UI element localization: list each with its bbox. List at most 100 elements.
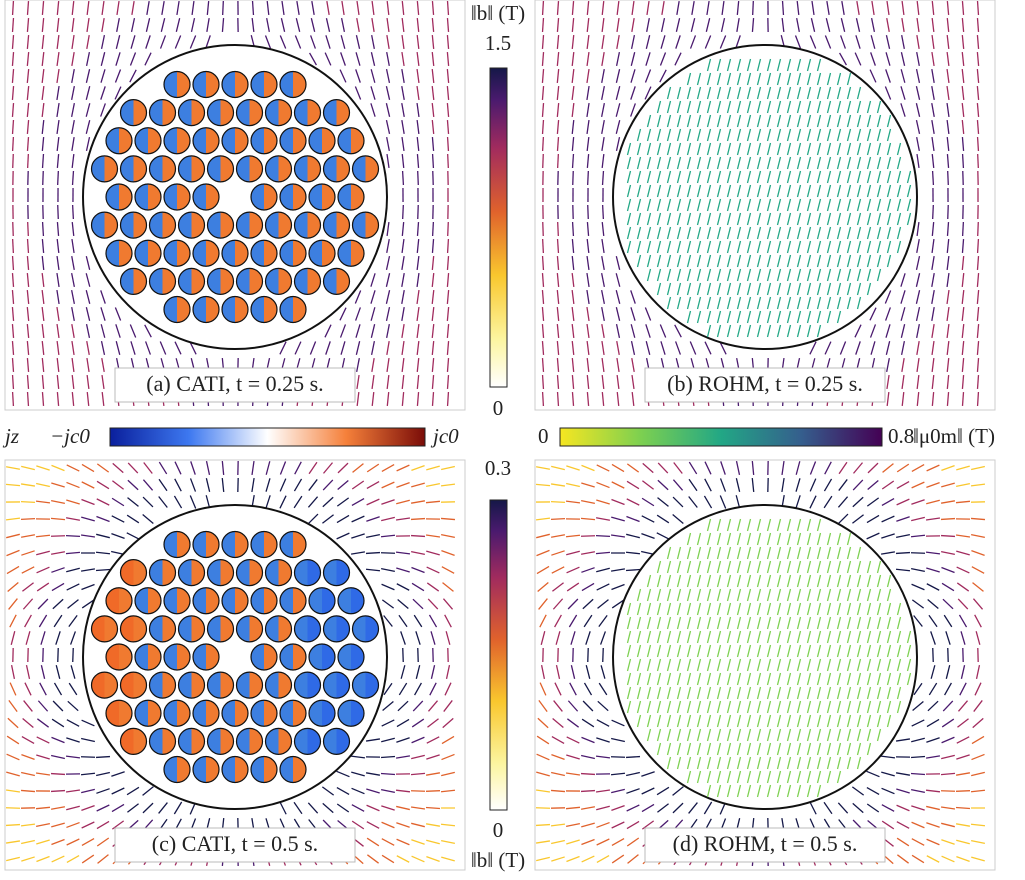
magnetization-arrow	[646, 574, 652, 588]
field-arrow	[566, 482, 580, 488]
magnetization-arrow	[716, 128, 722, 142]
magnetization-arrow	[706, 546, 712, 560]
magnetization-arrow	[856, 672, 862, 686]
field-arrow	[295, 18, 301, 32]
field-arrow	[855, 18, 861, 32]
field-arrow	[615, 103, 621, 117]
magnetization-arrow	[756, 784, 762, 798]
field-arrow	[971, 735, 985, 745]
magnetization-arrow	[726, 296, 732, 310]
filament	[207, 99, 221, 126]
field-arrow	[36, 482, 50, 488]
filament-outline	[206, 671, 235, 699]
magnetization-arrow	[746, 142, 752, 156]
magnetization-arrow	[656, 630, 662, 644]
magnetization-arrow	[656, 170, 662, 184]
filament-outline	[163, 127, 191, 155]
field-arrow	[581, 582, 595, 592]
field-arrow	[976, 136, 980, 152]
field-arrow	[440, 823, 456, 827]
field-arrow	[416, 255, 420, 271]
field-arrow	[365, 568, 381, 572]
magnetization-arrow	[836, 644, 842, 658]
conductor	[612, 44, 918, 350]
field-arrow	[221, 17, 225, 33]
filament	[293, 296, 306, 323]
field-arrow	[536, 753, 550, 761]
field-arrow	[446, 0, 450, 16]
magnetization-arrow	[806, 324, 812, 338]
field-arrow	[601, 374, 605, 390]
magnetization-arrow	[726, 226, 732, 240]
magnetization-arrow	[666, 560, 672, 574]
field-arrow	[974, 682, 982, 696]
magnetization-arrow	[776, 212, 782, 226]
field-arrow	[602, 647, 604, 663]
magnetization-arrow	[786, 184, 792, 198]
field-arrow	[550, 534, 566, 538]
filament	[323, 559, 337, 586]
field-arrow	[551, 771, 565, 777]
magnetization-arrow	[816, 296, 822, 310]
magnetization-arrow	[856, 700, 862, 714]
magnetization-arrow	[786, 268, 792, 282]
field-arrow	[131, 0, 135, 16]
field-arrow	[885, 52, 891, 66]
field-arrow	[26, 255, 30, 271]
magnetization-arrow	[766, 588, 772, 602]
magnetization-arrow	[736, 310, 742, 324]
magnetization-arrow	[786, 156, 792, 170]
field-arrow	[916, 52, 920, 66]
magnetization-arrow	[756, 588, 762, 602]
field-arrow	[781, 460, 785, 476]
field-arrow	[931, 34, 935, 50]
magnetization-arrow	[726, 198, 732, 212]
field-arrow	[40, 665, 46, 679]
magnetization-arrow	[766, 672, 772, 686]
field-arrow	[595, 534, 611, 538]
field-arrow	[551, 839, 565, 845]
field-arrow	[36, 736, 50, 744]
magnetization-arrow	[786, 212, 792, 226]
field-arrow	[630, 341, 636, 355]
field-arrow	[896, 480, 910, 490]
magnetization-arrow	[856, 602, 862, 616]
filament	[249, 672, 263, 699]
field-arrow	[961, 357, 965, 373]
magnetization-arrow	[866, 602, 872, 616]
magnetization-arrow	[846, 282, 852, 296]
magnetization-arrow	[656, 100, 662, 114]
field-arrow	[537, 717, 549, 729]
field-arrow	[395, 789, 411, 793]
magnetization-arrow	[736, 784, 742, 798]
field-arrow	[431, 119, 435, 135]
filament	[193, 587, 206, 614]
field-arrow	[366, 516, 380, 522]
filament	[307, 728, 321, 755]
magnetization-arrow	[636, 142, 642, 156]
field-arrow	[976, 68, 980, 84]
field-arrow	[81, 583, 95, 591]
field-arrow	[51, 754, 65, 760]
field-arrow	[381, 599, 395, 609]
field-arrow	[22, 582, 34, 592]
field-arrow	[446, 34, 450, 50]
field-arrow	[81, 854, 95, 864]
field-arrow	[67, 599, 79, 609]
field-arrow	[37, 700, 49, 712]
field-arrow	[566, 566, 580, 574]
field-arrow	[900, 86, 906, 100]
filament-outline	[206, 267, 235, 295]
magnetization-arrow	[676, 296, 682, 310]
field-arrow	[541, 85, 545, 101]
magnetization-arrow	[716, 728, 722, 742]
filament	[192, 127, 206, 154]
magnetization-arrow	[756, 58, 762, 72]
field-arrow	[11, 119, 15, 135]
magnetization-arrow	[756, 226, 762, 240]
magnetization-arrow	[816, 742, 822, 756]
filament	[307, 268, 321, 295]
magnetization-arrow	[696, 86, 702, 100]
field-arrow	[293, 801, 303, 815]
magnetization-arrow	[876, 128, 882, 142]
